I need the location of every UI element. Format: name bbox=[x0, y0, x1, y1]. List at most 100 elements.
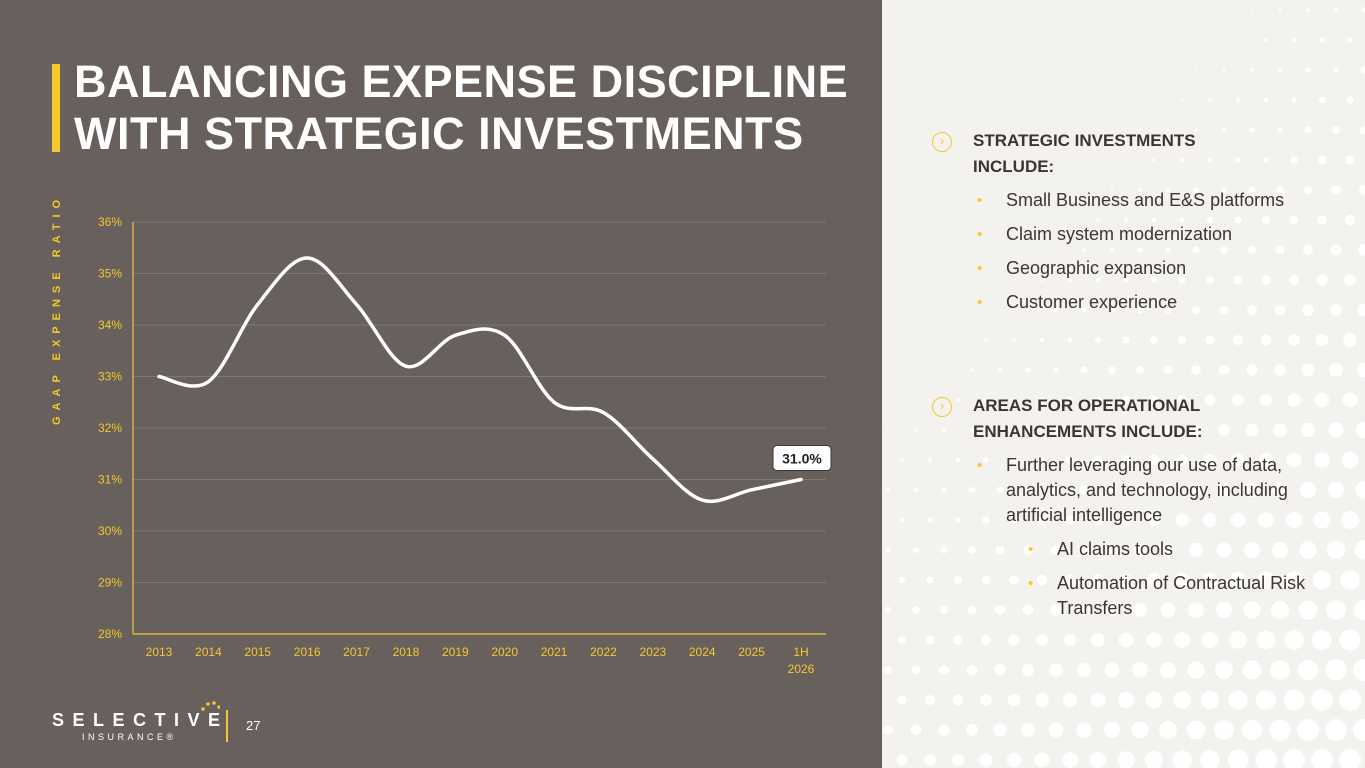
decorative-dot bbox=[1040, 278, 1044, 282]
operational-enhancements-section: › AREAS FOR OPERATIONAL ENHANCEMENTS INC… bbox=[932, 393, 1332, 630]
decorative-dot bbox=[1217, 483, 1231, 497]
decorative-dot bbox=[1063, 633, 1077, 647]
decorative-dot bbox=[1118, 692, 1134, 708]
decorative-dot bbox=[1313, 511, 1331, 529]
decorative-dot bbox=[1164, 306, 1172, 314]
decorative-dot bbox=[1274, 304, 1286, 316]
decorative-dot bbox=[1285, 511, 1303, 529]
decorative-dot bbox=[1091, 573, 1105, 587]
decorative-dot bbox=[1149, 395, 1159, 405]
decorative-dot bbox=[1195, 69, 1197, 71]
decorative-dot bbox=[1288, 274, 1300, 286]
decorative-dot bbox=[1304, 126, 1312, 134]
decorative-dot bbox=[1090, 692, 1106, 708]
decorative-dot bbox=[1218, 364, 1230, 376]
decorative-dot bbox=[980, 634, 992, 646]
decorative-dot bbox=[1131, 721, 1149, 739]
y-tick-label: 32% bbox=[98, 421, 122, 435]
decorative-dot bbox=[901, 399, 903, 401]
decorative-dot bbox=[1258, 512, 1274, 528]
decorative-dot bbox=[1095, 337, 1101, 343]
decorative-dot bbox=[1053, 367, 1059, 373]
decorative-dot bbox=[1247, 245, 1257, 255]
decorative-dot bbox=[982, 516, 990, 524]
decorative-dot bbox=[940, 546, 948, 554]
decorative-dot bbox=[1078, 544, 1090, 556]
decorative-dot bbox=[1095, 277, 1101, 283]
x-tick-label: 2024 bbox=[689, 645, 716, 659]
decorative-dot bbox=[938, 724, 950, 736]
decorative-dot bbox=[1204, 394, 1216, 406]
decorative-dot bbox=[1132, 602, 1148, 618]
decorative-dot bbox=[1229, 571, 1247, 589]
decorative-dot bbox=[1263, 97, 1269, 103]
decorative-dot bbox=[1021, 723, 1035, 737]
y-tick-label: 35% bbox=[98, 267, 122, 281]
decorative-dot bbox=[1012, 338, 1016, 342]
decorative-dot bbox=[1272, 482, 1288, 498]
decorative-dot bbox=[1013, 279, 1015, 281]
decorative-dot bbox=[1221, 187, 1227, 193]
decorative-dot bbox=[1231, 453, 1245, 467]
decorative-dot bbox=[1062, 752, 1078, 768]
bullet-icon: • bbox=[1028, 575, 1034, 592]
decorative-dot bbox=[1343, 333, 1357, 347]
decorative-dot bbox=[1285, 571, 1303, 589]
decorative-dot bbox=[1291, 97, 1297, 103]
decorative-dot bbox=[968, 546, 976, 554]
decorative-dot bbox=[1035, 693, 1049, 707]
decorative-dot bbox=[1288, 334, 1300, 346]
decorative-dot bbox=[1191, 365, 1201, 375]
decorative-dot bbox=[1191, 305, 1201, 315]
x-tick-label: 2013 bbox=[146, 645, 173, 659]
decorative-dot bbox=[1329, 363, 1343, 377]
annotation-label: 31.0% bbox=[782, 451, 822, 467]
decorative-dot bbox=[1227, 749, 1249, 768]
decorative-dot bbox=[1206, 276, 1214, 284]
decorative-dot bbox=[1291, 37, 1297, 43]
decorative-dot bbox=[1080, 426, 1088, 434]
decorative-dot bbox=[1247, 305, 1257, 315]
decorative-dot bbox=[1244, 482, 1260, 498]
decorative-dot bbox=[1234, 216, 1242, 224]
decorative-dot bbox=[981, 575, 991, 585]
list-item-text: Claim system modernization bbox=[1006, 224, 1233, 244]
decorative-dot bbox=[1105, 603, 1119, 617]
logo-dots-icon bbox=[201, 701, 220, 711]
decorative-dot bbox=[1201, 631, 1219, 649]
decorative-dot bbox=[896, 754, 908, 766]
expense-ratio-line-chart: 28% 29% 30% 31% 32% 33% 34% 35% 36% 2013 2014 2015 2… bbox=[98, 215, 832, 676]
decorative-dot bbox=[1174, 572, 1190, 588]
decorative-dot bbox=[1080, 366, 1088, 374]
decorative-dot bbox=[1271, 541, 1289, 559]
decorative-dot bbox=[996, 486, 1004, 494]
decorative-dot bbox=[1189, 483, 1203, 497]
decorative-dot bbox=[1306, 8, 1310, 12]
decorative-dot bbox=[970, 368, 974, 372]
decorative-dot bbox=[1135, 425, 1145, 435]
decorative-dot bbox=[1318, 156, 1326, 164]
decorative-dot bbox=[1137, 247, 1143, 253]
decorative-dot bbox=[983, 397, 989, 403]
decorative-dot bbox=[1278, 8, 1282, 12]
decorative-dot bbox=[1165, 247, 1171, 253]
list-item-text: Automation of Contractual Risk Transfers bbox=[1057, 573, 1306, 618]
decorative-dot bbox=[956, 398, 960, 402]
decorative-dot bbox=[980, 694, 992, 706]
decorative-dot bbox=[1006, 752, 1022, 768]
decorative-dot bbox=[1187, 661, 1205, 679]
chevron-right-circle-icon: › bbox=[932, 397, 952, 417]
decorative-dot bbox=[1024, 426, 1032, 434]
decorative-dot bbox=[1036, 634, 1048, 646]
decorative-dot bbox=[1194, 128, 1198, 132]
decorative-dot bbox=[1244, 542, 1260, 558]
bullet-icon: • bbox=[1028, 541, 1034, 558]
decorative-dot bbox=[1119, 573, 1133, 587]
y-tick-label: 31% bbox=[98, 473, 122, 487]
decorative-dot bbox=[1297, 659, 1319, 681]
decorative-dot bbox=[1233, 275, 1243, 285]
decorative-dot bbox=[942, 368, 946, 372]
decorative-dot bbox=[914, 428, 918, 432]
decorative-dot bbox=[1298, 600, 1318, 620]
decorative-dot bbox=[1025, 367, 1031, 373]
